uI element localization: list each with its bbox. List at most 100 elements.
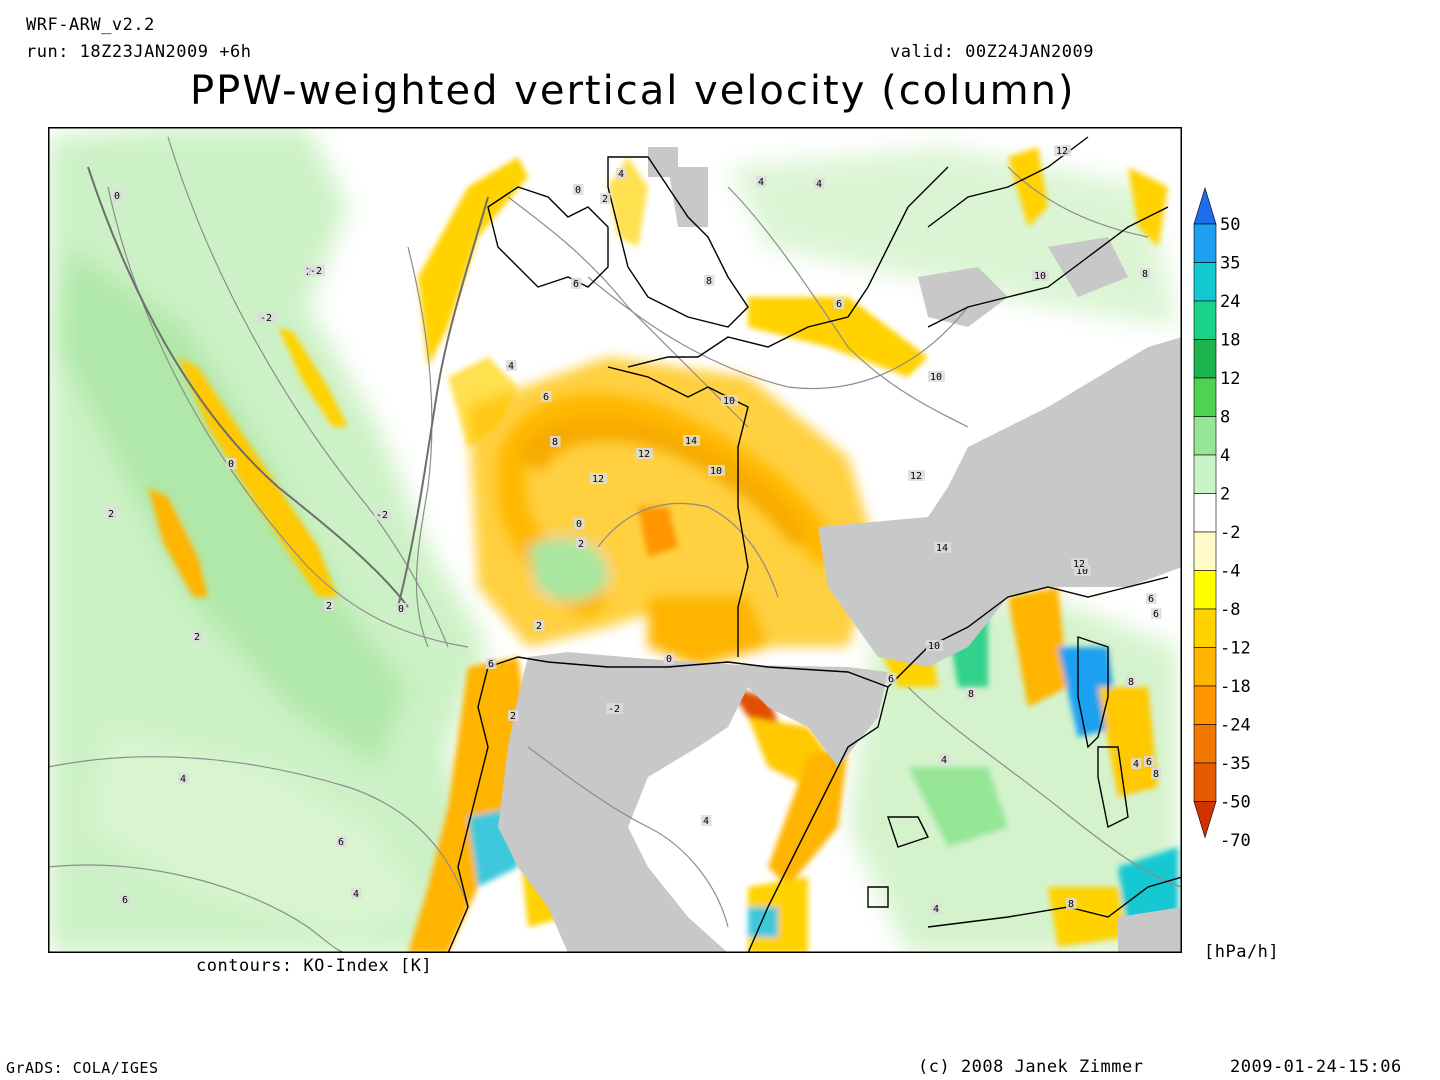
contour-label-bg xyxy=(258,312,275,323)
contour-label: 8 xyxy=(968,689,974,700)
colorbar-swatch xyxy=(1193,262,1217,302)
contour-label: -2 xyxy=(376,510,388,521)
contour-label-bg xyxy=(928,371,945,382)
colorbar-label: -4 xyxy=(1220,562,1240,582)
contour-label: 6 xyxy=(543,392,549,403)
colorbar-swatch xyxy=(1193,223,1217,263)
contour-label: 10 xyxy=(723,396,735,407)
timestamp: 2009-01-24-15:06 xyxy=(1230,1057,1402,1077)
contour-label: 0 xyxy=(114,191,120,202)
contours-note: contours: KO-Index [K] xyxy=(196,956,433,976)
contour-label: 6 xyxy=(122,895,128,906)
descent-shading xyxy=(148,147,1168,597)
contour-label: 14 xyxy=(685,436,697,447)
contour-label: 2 xyxy=(578,539,584,550)
contour-label: 0 xyxy=(666,654,672,665)
colorbar-swatch xyxy=(1193,377,1217,417)
colorbar-label: 18 xyxy=(1220,331,1240,351)
colorbar-swatch xyxy=(1193,647,1217,687)
contour-label: 0 xyxy=(575,185,581,196)
contour-label: 4 xyxy=(703,816,709,827)
zero-contours xyxy=(87,166,489,608)
contour-label-bg xyxy=(1151,608,1162,619)
contour-label-bg xyxy=(541,391,552,402)
contour-label-bg xyxy=(664,653,675,664)
contour-label-bg xyxy=(573,184,584,195)
contour-label: -2 xyxy=(608,704,620,715)
contour-label: 10 xyxy=(1034,271,1046,282)
contour-label: 4 xyxy=(758,177,764,188)
colorbar-swatch xyxy=(1193,186,1217,225)
contour-label-bg xyxy=(576,538,587,549)
colorbar-label: 50 xyxy=(1220,215,1240,235)
contour-label: 4 xyxy=(1133,759,1139,770)
contour-label: 6 xyxy=(1148,594,1154,605)
contour-label: 6 xyxy=(488,659,494,670)
contour-label-bg xyxy=(683,435,700,446)
contour-label-bg xyxy=(616,168,627,179)
contour-label: 12 xyxy=(910,471,922,482)
colorbar-label: 4 xyxy=(1220,446,1230,466)
contour-label-bg xyxy=(106,508,117,519)
valid-time: valid: 00Z24JAN2009 xyxy=(890,42,1094,62)
contour-labels: 0000002222222244444444446666666666888888… xyxy=(106,145,1162,915)
colorbar-label: -18 xyxy=(1220,677,1251,697)
colorbar-units: [hPa/h] xyxy=(1204,942,1280,962)
contour-label: 6 xyxy=(1153,609,1159,620)
contour-label: 4 xyxy=(353,889,359,900)
contour-label-bg xyxy=(112,190,123,201)
map-frame xyxy=(48,127,1182,953)
contour-label: 8 xyxy=(1128,677,1134,688)
contour-label: 2 xyxy=(194,632,200,643)
contour-label: 2 xyxy=(326,601,332,612)
contour-label-bg xyxy=(721,395,738,406)
colorbar-label: -24 xyxy=(1220,716,1251,736)
colorbar-label: -12 xyxy=(1220,639,1251,659)
contour-label: 12 xyxy=(638,449,650,460)
contour-label: 2 xyxy=(510,711,516,722)
contour-label-bg xyxy=(606,703,623,714)
colorbar-swatch xyxy=(1193,300,1217,340)
contour-label: 4 xyxy=(508,361,514,372)
contour-label-bg xyxy=(756,176,767,187)
colorbar: 50 35 24 18 12 8 4 2 -2 -4 -8 -12 -18 -24 -35 -50 -70 xyxy=(1193,186,1251,851)
weather-map: 0000002222222244444444446666666666888888… xyxy=(48,127,1182,953)
contour-label-bg xyxy=(966,688,977,699)
contour-label: 6 xyxy=(573,279,579,290)
contour-label: 12 xyxy=(592,474,604,485)
contour-label-bg xyxy=(508,710,519,721)
colorbar-swatch xyxy=(1193,339,1217,379)
contour-label-bg xyxy=(701,815,712,826)
colorbar-swatch xyxy=(1193,762,1217,802)
contour-label-bg xyxy=(351,888,362,899)
contour-label-bg xyxy=(814,178,825,189)
contour-label: 8 xyxy=(552,437,558,448)
colorbar-label: -35 xyxy=(1220,754,1251,774)
colorbar-label: -70 xyxy=(1220,831,1251,851)
contour-label: -2 xyxy=(310,266,322,277)
contour-label-bg xyxy=(1126,676,1137,687)
map-title: PPW-weighted vertical velocity (column) xyxy=(190,68,1076,114)
contour-label-bg xyxy=(636,448,653,459)
contour-label: 14 xyxy=(936,543,948,554)
contour-label: 6 xyxy=(1146,757,1152,768)
colorbar-swatch xyxy=(1193,454,1217,494)
colorbar-swatch xyxy=(1193,493,1217,533)
contour-label-bg xyxy=(934,542,951,553)
contour-label-bg xyxy=(939,754,950,765)
contour-label-bg xyxy=(534,620,545,631)
contour-label: 8 xyxy=(1068,899,1074,910)
contour-label: 12 xyxy=(1073,559,1085,570)
contour-label-bg xyxy=(1071,558,1088,569)
contour-label: 4 xyxy=(618,169,624,180)
contour-label-bg xyxy=(550,436,561,447)
contour-label-bg xyxy=(1032,270,1049,281)
colorbar-label: -50 xyxy=(1220,793,1251,813)
colorbar-label: 8 xyxy=(1220,408,1230,428)
contour-label: 2 xyxy=(536,621,542,632)
contour-label-bg xyxy=(1144,756,1155,767)
colorbar-swatch xyxy=(1193,416,1217,456)
colorbar-label: -8 xyxy=(1220,600,1240,620)
contour-label: 10 xyxy=(928,641,940,652)
contour-label-bg xyxy=(374,509,391,520)
